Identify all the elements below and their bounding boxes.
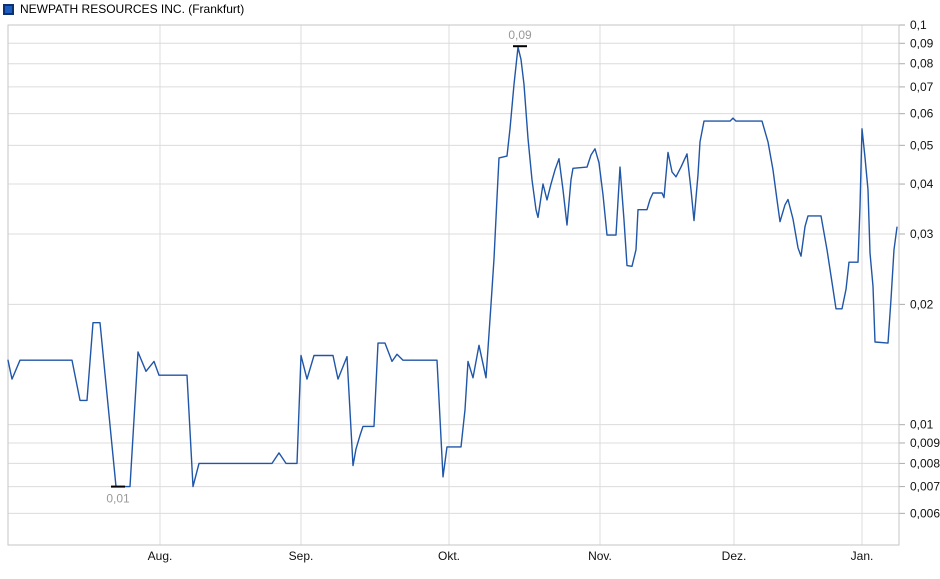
max-marker-label: 0,09 xyxy=(508,28,532,42)
y-tick-label: 0,06 xyxy=(910,107,934,121)
y-tick-label: 0,05 xyxy=(910,138,934,152)
price-line xyxy=(7,46,898,488)
x-tick-label: Aug. xyxy=(148,549,173,563)
plot-frame xyxy=(7,24,900,546)
y-tick-label: 0,009 xyxy=(910,436,940,450)
y-tick-label: 0,09 xyxy=(910,36,934,50)
legend-square-icon xyxy=(3,3,14,15)
x-tick-label: Dez. xyxy=(722,549,747,563)
y-tick-label: 0,03 xyxy=(910,227,934,241)
chart-header: NEWPATH RESOURCES INC. (Frankfurt) xyxy=(3,2,244,16)
y-tick-label: 0,02 xyxy=(910,297,934,311)
y-tick-label: 0,08 xyxy=(910,57,934,71)
y-tick-label: 0,006 xyxy=(910,506,940,520)
y-tick-label: 0,1 xyxy=(910,18,927,32)
x-tick-label: Sep. xyxy=(289,549,314,563)
y-tick-label: 0,008 xyxy=(910,456,940,470)
min-marker-label: 0,01 xyxy=(106,492,130,506)
y-tick-label: 0,04 xyxy=(910,177,934,191)
x-tick-label: Nov. xyxy=(588,549,612,563)
x-tick-label: Okt. xyxy=(438,549,460,563)
chart-title: NEWPATH RESOURCES INC. (Frankfurt) xyxy=(20,2,245,16)
y-tick-label: 0,01 xyxy=(910,418,934,432)
y-tick-label: 0,07 xyxy=(910,80,934,94)
y-tick-label: 0,007 xyxy=(910,480,940,494)
x-tick-label: Jan. xyxy=(851,549,874,563)
